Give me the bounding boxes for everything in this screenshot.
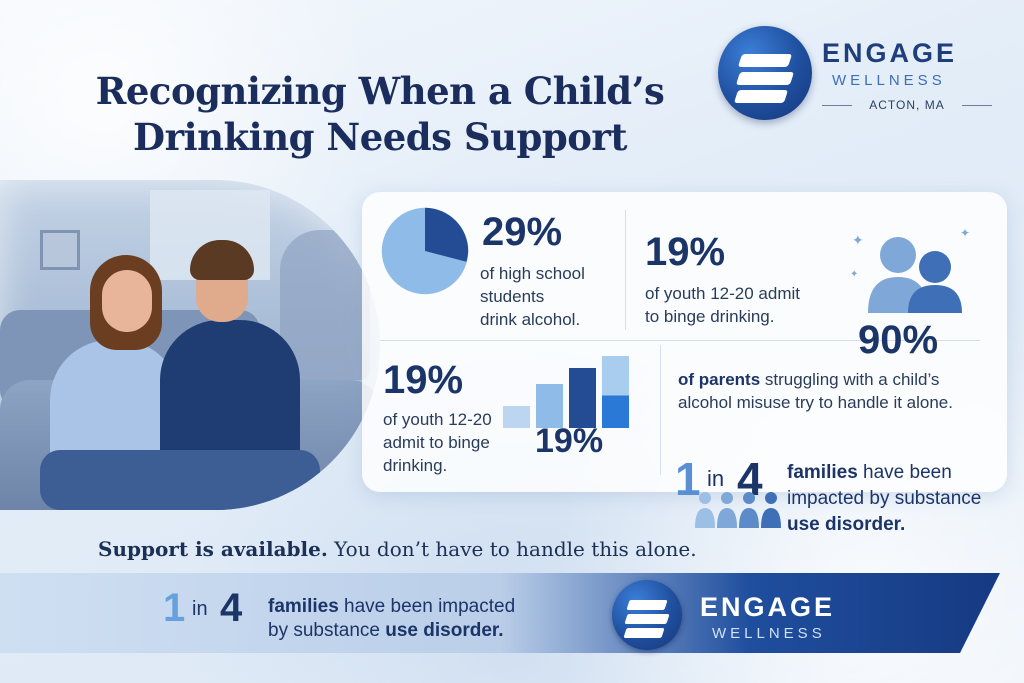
footer-logo-name: ENGAGE xyxy=(700,592,836,622)
svg-text:✦: ✦ xyxy=(850,269,858,280)
footer-band xyxy=(0,573,1000,653)
engage-logo: ENGAGE WELLNESS ACTON, MA xyxy=(718,26,1008,120)
svg-text:✦: ✦ xyxy=(852,232,864,248)
pie-chart-icon xyxy=(381,207,469,295)
stat-19-binge-value: 19% xyxy=(645,230,726,274)
stat-19-youth-text: of youth 12-20 admit to binge drinking. xyxy=(383,410,492,475)
stat-29-value: 29% xyxy=(482,210,563,254)
footer-logo-subtitle: WELLNESS xyxy=(712,625,826,642)
stat-29-text: of high school students drink alcohol. xyxy=(480,264,585,329)
footer-text-line2: by substance use disorder. xyxy=(268,620,504,641)
stat-90-value: 90% xyxy=(858,318,939,362)
family-photo xyxy=(0,180,380,510)
logo-location: ACTON, MA xyxy=(822,98,992,112)
one-in-four-callout: 1 in 4 families have been impacted by su… xyxy=(675,452,1015,537)
logo-subtitle: WELLNESS xyxy=(832,72,946,89)
divider xyxy=(660,345,661,475)
svg-text:✦: ✦ xyxy=(960,226,970,240)
logo-name: ENGAGE xyxy=(822,38,958,68)
stat-19-binge-text: of youth 12-20 admit to binge drinking. xyxy=(645,284,800,326)
footer-four: 4 xyxy=(220,586,243,630)
bar-chart-icon xyxy=(500,350,635,428)
engage-logo-icon xyxy=(718,26,812,120)
stat-90-text: of parents struggling with a child’s alc… xyxy=(678,370,953,412)
footer-in: in xyxy=(192,598,208,620)
footer-one: 1 xyxy=(163,586,186,630)
engage-logo-icon xyxy=(612,580,682,650)
footer-divider xyxy=(583,590,584,644)
people-silhouette-icon: ✦ ✦ ✦ xyxy=(850,226,970,313)
family-group-icon xyxy=(695,492,781,528)
footer-text-line1: families have been impacted xyxy=(268,596,516,617)
divider xyxy=(380,340,980,341)
bar-chart-value: 19% xyxy=(535,422,604,460)
page-title: Recognizing When a Child’s Drinking Need… xyxy=(95,69,665,159)
stat-19-youth-value: 19% xyxy=(383,358,464,402)
divider xyxy=(625,210,626,330)
families-text: families have been impacted by substance… xyxy=(787,462,982,535)
support-message: Support is available. You don’t have to … xyxy=(98,537,697,561)
